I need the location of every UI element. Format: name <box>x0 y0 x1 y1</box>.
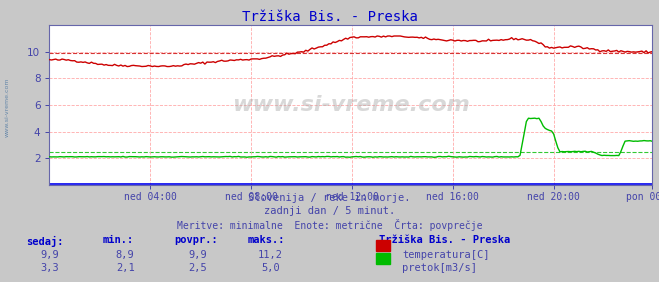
Text: Tržiška Bis. - Preska: Tržiška Bis. - Preska <box>242 10 417 24</box>
Text: 9,9: 9,9 <box>40 250 59 259</box>
Text: zadnji dan / 5 minut.: zadnji dan / 5 minut. <box>264 206 395 216</box>
Text: 3,3: 3,3 <box>40 263 59 273</box>
Text: 8,9: 8,9 <box>116 250 134 259</box>
Text: 5,0: 5,0 <box>261 263 279 273</box>
Text: sedaj:: sedaj: <box>26 235 64 246</box>
Text: povpr.:: povpr.: <box>175 235 218 245</box>
Text: min.:: min.: <box>102 235 133 245</box>
Text: Meritve: minimalne  Enote: metrične  Črta: povprečje: Meritve: minimalne Enote: metrične Črta:… <box>177 219 482 231</box>
Text: www.si-vreme.com: www.si-vreme.com <box>232 95 470 115</box>
Text: 2,1: 2,1 <box>116 263 134 273</box>
Text: 9,9: 9,9 <box>188 250 207 259</box>
Text: Slovenija / reke in morje.: Slovenija / reke in morje. <box>248 193 411 203</box>
Text: temperatura[C]: temperatura[C] <box>402 250 490 259</box>
Text: 11,2: 11,2 <box>258 250 283 259</box>
Text: pretok[m3/s]: pretok[m3/s] <box>402 263 477 273</box>
Text: 2,5: 2,5 <box>188 263 207 273</box>
Text: Tržiška Bis. - Preska: Tržiška Bis. - Preska <box>379 235 510 245</box>
Text: maks.:: maks.: <box>247 235 285 245</box>
Text: www.si-vreme.com: www.si-vreme.com <box>5 78 10 137</box>
